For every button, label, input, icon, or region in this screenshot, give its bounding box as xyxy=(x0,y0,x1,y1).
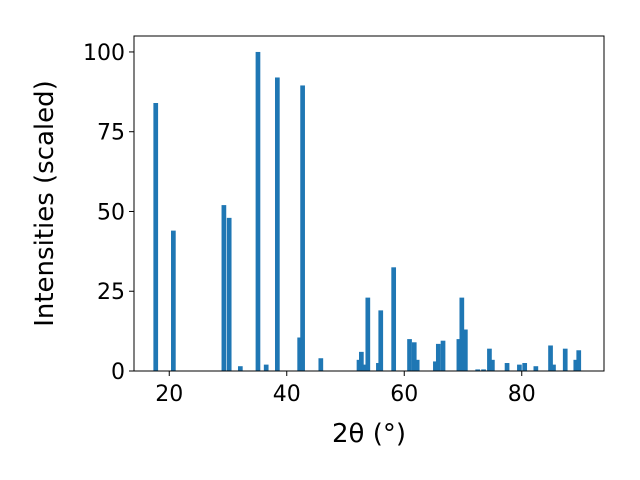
bar xyxy=(275,77,280,371)
bar xyxy=(300,85,305,371)
bar xyxy=(487,348,492,371)
y-tick-label: 50 xyxy=(97,200,125,225)
bar xyxy=(221,205,227,371)
bar xyxy=(391,267,397,371)
bar xyxy=(551,364,556,371)
bar xyxy=(226,217,232,371)
bar xyxy=(463,329,468,371)
x-tick-label: 20 xyxy=(155,382,183,407)
bar xyxy=(359,351,364,371)
bar xyxy=(517,364,522,371)
bar xyxy=(378,310,384,371)
x-tick-label: 80 xyxy=(508,382,536,407)
bar xyxy=(414,359,420,371)
bar xyxy=(573,359,579,371)
x-axis-ticks: 20 40 60 80 xyxy=(155,371,536,407)
bar xyxy=(490,359,495,371)
bar xyxy=(475,369,481,371)
bar xyxy=(411,342,417,371)
bar xyxy=(153,103,159,371)
bar xyxy=(459,297,465,371)
y-tick-label: 75 xyxy=(97,121,125,146)
plot-frame xyxy=(133,35,605,372)
bar xyxy=(504,363,510,371)
bar xyxy=(576,350,582,371)
y-axis-label: Intensities (scaled) xyxy=(30,80,60,327)
x-tick-label: 60 xyxy=(390,382,418,407)
bar xyxy=(237,366,243,371)
bar xyxy=(171,230,176,371)
x-axis-label: 2θ (°) xyxy=(332,419,406,449)
x-tick-label: 40 xyxy=(273,382,301,407)
bar xyxy=(255,51,261,371)
bar xyxy=(522,363,528,371)
bar xyxy=(481,369,486,371)
bars-group xyxy=(153,51,582,371)
bar xyxy=(318,358,324,371)
bar xyxy=(361,364,367,371)
y-tick-label: 25 xyxy=(97,280,125,305)
bar xyxy=(548,345,553,371)
bar xyxy=(407,339,412,371)
bar xyxy=(365,297,371,371)
y-tick-label: 0 xyxy=(111,360,125,385)
bar xyxy=(263,364,269,371)
bar xyxy=(533,366,539,371)
bar xyxy=(440,340,446,371)
bar xyxy=(297,337,303,371)
bar xyxy=(562,348,568,371)
bar xyxy=(433,361,438,371)
bar xyxy=(456,339,462,371)
bar xyxy=(435,343,441,371)
y-tick-label: 100 xyxy=(83,41,125,66)
y-axis-ticks: 0 25 50 75 100 xyxy=(83,41,134,385)
